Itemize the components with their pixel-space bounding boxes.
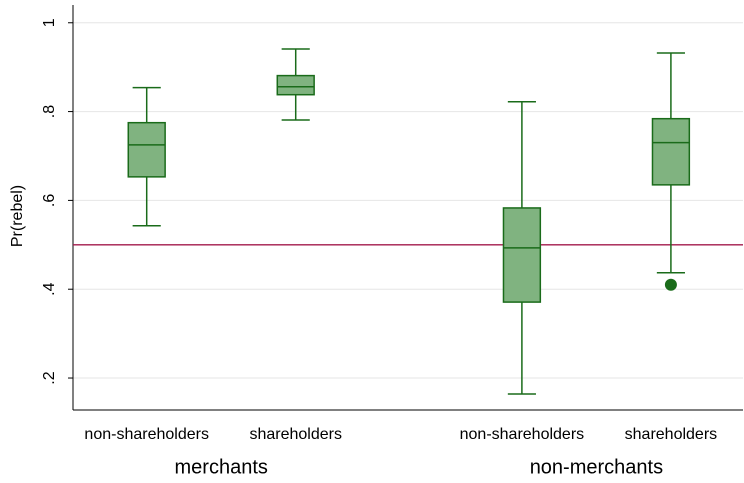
x-tick-label: non-shareholders <box>460 426 585 443</box>
y-tick-label: 1 <box>41 18 58 27</box>
box <box>651 117 691 186</box>
box <box>276 74 315 96</box>
box <box>127 121 166 178</box>
y-tick-label: .2 <box>41 371 58 384</box>
y-tick-label: .4 <box>41 282 58 295</box>
group-label: non-merchants <box>530 456 663 478</box>
y-axis-label: Pr(rebel) <box>9 185 26 247</box>
group-label: merchants <box>175 456 268 478</box>
x-tick-label: shareholders <box>625 426 718 443</box>
y-tick-label: .6 <box>41 194 58 207</box>
y-tick-label: .8 <box>41 105 58 118</box>
x-tick-label: non-shareholders <box>84 426 209 443</box>
box <box>502 207 542 303</box>
x-tick-label: shareholders <box>249 426 342 443</box>
outlier <box>664 278 677 291</box>
